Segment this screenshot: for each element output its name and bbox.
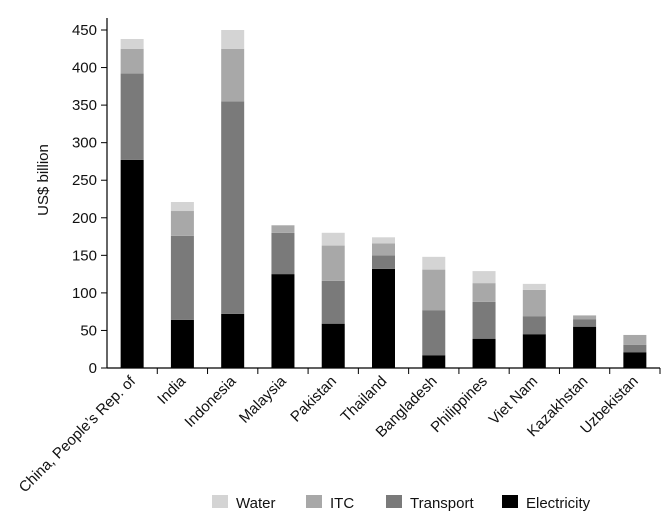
- bar-segment-itc: [170, 211, 194, 236]
- bar-segment-water: [221, 30, 245, 49]
- bar-segment-itc: [120, 48, 144, 74]
- y-tick-label: 50: [80, 322, 97, 339]
- bar-segment-transport: [623, 344, 647, 353]
- y-tick-label: 350: [72, 97, 97, 114]
- x-tick-label: Malaysia: [236, 372, 290, 426]
- y-axis-title: US$ billion: [35, 144, 52, 216]
- legend-label-electricity: Electricity: [526, 495, 591, 512]
- bar-segment-itc: [422, 269, 446, 311]
- bar-segment-electricity: [522, 334, 546, 368]
- legend-swatch-itc: [306, 495, 322, 508]
- bar-segment-water: [372, 237, 395, 244]
- bar-segment-itc: [372, 243, 395, 256]
- axes: [106, 18, 660, 369]
- y-tick-label: 200: [72, 210, 97, 227]
- bar-segment-itc: [321, 245, 345, 281]
- legend-label-itc: ITC: [330, 495, 354, 512]
- bar-segment-electricity: [120, 159, 144, 368]
- legend: Water ITC Transport Electricity: [212, 495, 591, 512]
- bar-segment-water: [120, 39, 144, 49]
- bar-segment-transport: [573, 319, 597, 327]
- y-tick-label: 400: [72, 60, 97, 77]
- y-tick-label: 100: [72, 285, 97, 302]
- bar-segment-transport: [120, 73, 144, 160]
- bar-segment-water: [522, 283, 546, 290]
- bar-segment-transport: [170, 235, 194, 320]
- bar-segment-electricity: [221, 313, 245, 368]
- bar-segment-transport: [372, 255, 395, 269]
- y-tick-label: 300: [72, 135, 97, 152]
- legend-label-water: Water: [236, 495, 275, 512]
- bar-segment-electricity: [422, 355, 446, 368]
- bar-segment-itc: [472, 283, 496, 302]
- x-tick-label: India: [154, 372, 189, 407]
- legend-swatch-transport: [386, 495, 402, 508]
- bar-segment-transport: [522, 316, 546, 335]
- y-tick-label: 250: [72, 172, 97, 189]
- legend-label-transport: Transport: [410, 495, 474, 512]
- bar-segment-itc: [271, 225, 295, 233]
- bar-segment-transport: [271, 232, 295, 275]
- y-axis-ticks: 0 50 100 150 200 250 300 350 400 450: [72, 22, 107, 377]
- bar-segment-itc: [623, 334, 647, 345]
- y-tick-label: 0: [89, 360, 97, 377]
- bar-segment-electricity: [271, 274, 295, 368]
- bar-segment-water: [170, 202, 194, 212]
- bar-segment-itc: [573, 315, 597, 320]
- bar-segment-electricity: [573, 326, 597, 368]
- bar-segment-electricity: [321, 323, 345, 368]
- x-tick-label: Pakistan: [287, 373, 340, 426]
- bar-segment-water: [321, 232, 345, 246]
- bar-segment-electricity: [372, 268, 395, 368]
- bar-segment-itc: [522, 289, 546, 317]
- x-tick-label: Indonesia: [181, 372, 239, 430]
- bar-segment-electricity: [623, 352, 647, 368]
- bar-segment-transport: [422, 310, 446, 356]
- bar-segment-water: [422, 256, 446, 270]
- x-axis-tick-labels: China, People’s Rep. of IndiaIndonesiaMal…: [16, 368, 661, 496]
- bar-segment-transport: [321, 280, 345, 324]
- bar-segment-transport: [221, 101, 245, 314]
- bar-segment-electricity: [170, 319, 194, 368]
- x-tick-label: China, People’s Rep. of: [16, 372, 140, 496]
- bar-segment-water: [472, 271, 496, 284]
- legend-swatch-electricity: [502, 495, 518, 508]
- y-tick-label: 150: [72, 247, 97, 264]
- bar-segment-electricity: [472, 338, 496, 368]
- bars: [120, 30, 647, 368]
- legend-swatch-water: [212, 495, 228, 508]
- y-tick-label: 450: [72, 22, 97, 39]
- bar-segment-itc: [221, 48, 245, 102]
- bar-segment-transport: [472, 301, 496, 339]
